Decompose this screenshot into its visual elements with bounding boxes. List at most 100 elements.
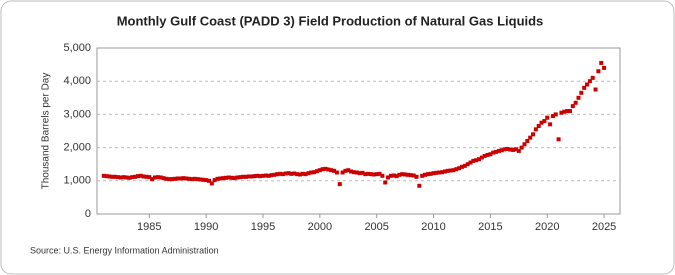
data-point xyxy=(326,167,331,172)
data-point xyxy=(400,172,405,177)
data-point xyxy=(525,138,530,143)
data-point xyxy=(556,137,561,142)
x-tick-label: 2010 xyxy=(421,221,445,233)
data-point xyxy=(289,171,294,176)
y-tick-label: 5,000 xyxy=(63,42,91,54)
data-point xyxy=(602,65,607,70)
data-point xyxy=(371,172,376,177)
data-point xyxy=(292,171,297,176)
data-point xyxy=(411,173,416,178)
data-point xyxy=(585,82,590,87)
data-point xyxy=(127,175,132,180)
data-point xyxy=(181,176,186,181)
data-point xyxy=(474,158,479,163)
data-point xyxy=(465,162,470,167)
x-tick-label: 2005 xyxy=(364,221,388,233)
data-point xyxy=(204,178,209,183)
data-point xyxy=(161,176,166,181)
data-point xyxy=(408,173,413,178)
data-point xyxy=(377,171,382,176)
data-point xyxy=(349,169,354,174)
data-point xyxy=(212,178,217,183)
data-point xyxy=(266,173,271,178)
data-point xyxy=(403,172,408,177)
data-point xyxy=(454,167,459,172)
data-point xyxy=(431,171,436,176)
y-tick-label: 3,000 xyxy=(63,108,91,120)
data-point xyxy=(380,173,385,178)
data-point xyxy=(189,177,194,182)
data-point xyxy=(218,176,223,181)
data-point xyxy=(249,174,254,179)
data-point xyxy=(158,175,163,180)
x-tick-label: 2015 xyxy=(478,221,502,233)
data-point xyxy=(468,160,473,165)
data-point xyxy=(553,112,558,117)
data-point xyxy=(491,150,496,155)
data-point xyxy=(593,87,598,92)
data-point xyxy=(531,132,536,137)
data-point xyxy=(369,172,374,177)
data-point xyxy=(224,175,229,180)
data-point xyxy=(477,157,482,162)
data-point xyxy=(138,173,143,178)
data-point xyxy=(260,173,265,178)
data-point xyxy=(354,170,359,175)
chart-title: Monthly Gulf Coast (PADD 3) Field Produc… xyxy=(117,13,544,28)
data-point xyxy=(567,109,572,114)
x-tick-label: 2000 xyxy=(308,221,332,233)
data-point xyxy=(303,172,308,177)
data-point xyxy=(479,155,484,160)
data-point xyxy=(428,171,433,176)
data-point xyxy=(573,100,578,105)
data-point xyxy=(152,175,157,180)
data-point xyxy=(417,183,422,188)
data-point xyxy=(485,152,490,157)
data-point xyxy=(363,172,368,177)
data-point xyxy=(442,169,447,174)
data-point xyxy=(113,174,118,179)
data-point xyxy=(118,175,123,180)
data-point xyxy=(226,175,231,180)
data-point xyxy=(178,176,183,181)
data-point xyxy=(494,149,499,154)
data-point xyxy=(505,146,510,151)
data-point xyxy=(241,174,246,179)
data-point xyxy=(448,168,453,173)
data-point xyxy=(391,173,396,178)
data-point xyxy=(300,171,305,176)
data-point xyxy=(116,175,121,180)
data-point xyxy=(334,170,339,175)
data-point xyxy=(130,175,135,180)
x-tick-label: 1995 xyxy=(251,221,275,233)
data-point xyxy=(496,148,501,153)
data-point xyxy=(516,148,521,153)
data-point xyxy=(164,176,169,181)
data-point xyxy=(121,175,126,180)
data-point xyxy=(172,176,177,181)
data-point xyxy=(457,166,462,171)
data-point xyxy=(315,169,320,174)
data-point xyxy=(110,174,115,179)
data-point xyxy=(423,172,428,177)
data-point xyxy=(405,172,410,177)
y-tick-label: 0 xyxy=(85,208,91,220)
data-point xyxy=(425,172,430,177)
data-point xyxy=(445,168,450,173)
data-point xyxy=(201,177,206,182)
data-point xyxy=(101,173,106,178)
data-point xyxy=(462,163,467,168)
data-point xyxy=(528,135,533,140)
data-point xyxy=(286,171,291,176)
data-point xyxy=(590,75,595,80)
x-tick-label: 1985 xyxy=(137,221,161,233)
data-point xyxy=(306,171,311,176)
data-point xyxy=(184,176,189,181)
data-point xyxy=(297,172,302,177)
data-point xyxy=(141,174,146,179)
data-point xyxy=(499,148,504,153)
data-point xyxy=(147,175,152,180)
data-point xyxy=(394,174,399,179)
data-point xyxy=(582,85,587,90)
